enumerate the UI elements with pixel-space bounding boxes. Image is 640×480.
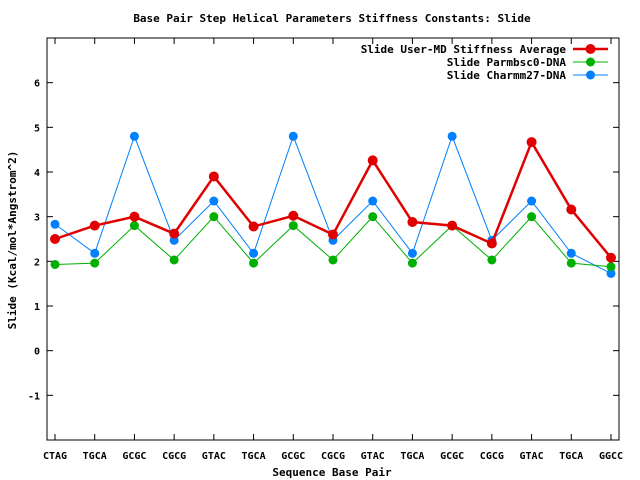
data-point <box>487 255 497 265</box>
x-tick-label: TGCA <box>83 451 107 462</box>
x-tick-label: GGCC <box>599 451 623 462</box>
x-tick-label: TGCA <box>400 451 424 462</box>
data-point <box>129 211 140 222</box>
data-point <box>407 248 417 258</box>
data-point <box>208 171 219 182</box>
y-tick-label: 4 <box>34 168 40 179</box>
data-point <box>209 212 219 222</box>
data-point <box>50 259 60 269</box>
y-axis-ticks: -1 0 1 2 3 4 5 6 <box>28 79 619 402</box>
data-point <box>447 220 458 231</box>
data-point <box>89 220 100 231</box>
y-tick-label: 1 <box>34 302 40 313</box>
y-tick-label: 2 <box>34 257 40 268</box>
x-axis-ticks: CTAG TGCA GCGC CGCG GTAC TGCA GCGC CGCG GTAC TGCA… <box>43 38 623 462</box>
data-point <box>526 137 537 148</box>
data-point <box>407 217 418 228</box>
x-axis-label: Sequence Base Pair <box>272 466 392 479</box>
x-tick-label: TGCA <box>242 451 266 462</box>
data-point <box>129 131 139 141</box>
series-layer <box>50 131 616 278</box>
data-point <box>90 258 100 268</box>
x-tick-label: GCGC <box>281 451 305 462</box>
x-tick-label: CGCG <box>321 451 345 462</box>
data-point <box>447 131 457 141</box>
data-point <box>606 268 616 278</box>
series-0 <box>50 137 616 263</box>
data-point <box>169 228 180 239</box>
data-point <box>368 212 378 222</box>
x-tick-label: GCGC <box>440 451 464 462</box>
data-point <box>90 248 100 258</box>
data-point <box>288 221 298 231</box>
data-point <box>566 258 576 268</box>
data-point <box>288 210 299 221</box>
data-point <box>368 196 378 206</box>
legend-label: Slide User-MD Stiffness Average <box>361 43 567 56</box>
series-line <box>54 134 612 274</box>
data-point <box>606 252 616 263</box>
data-point <box>407 258 417 268</box>
data-point <box>606 262 616 272</box>
data-point <box>129 221 139 231</box>
y-tick-label: 5 <box>34 123 40 134</box>
data-point <box>209 196 219 206</box>
legend-label: Slide Parmbsc0-DNA <box>447 56 567 69</box>
data-point <box>248 221 259 232</box>
data-point <box>50 234 60 244</box>
legend-marker <box>586 57 595 67</box>
legend-label: Slide Charmm27-DNA <box>447 69 567 82</box>
data-point <box>566 248 576 258</box>
legend-marker <box>585 44 596 54</box>
y-axis-label: Slide (Kcal/mol*Angstrom^2) <box>6 151 19 330</box>
y-tick-label: -1 <box>28 391 40 402</box>
data-point <box>328 229 338 240</box>
data-point <box>486 238 497 249</box>
data-point <box>249 258 259 268</box>
y-tick-label: 6 <box>34 79 40 90</box>
data-point <box>169 255 179 265</box>
x-tick-label: CGCG <box>162 451 186 462</box>
x-tick-label: GTAC <box>361 451 385 462</box>
x-tick-label: TGCA <box>559 451 583 462</box>
data-point <box>50 219 60 229</box>
x-tick-label: GTAC <box>202 451 226 462</box>
data-point <box>288 131 298 141</box>
x-tick-label: CGCG <box>480 451 504 462</box>
x-tick-label: CTAG <box>43 451 67 462</box>
data-point <box>249 248 259 258</box>
data-point <box>527 212 537 222</box>
legend-marker <box>586 70 595 80</box>
x-tick-label: GCGC <box>122 451 146 462</box>
chart-title: Base Pair Step Helical Parameters Stiffn… <box>133 12 531 25</box>
data-point <box>527 196 537 206</box>
x-tick-label: GTAC <box>520 451 544 462</box>
y-tick-label: 0 <box>34 347 40 358</box>
data-point <box>367 155 378 166</box>
data-point <box>328 255 338 265</box>
data-point <box>566 204 577 215</box>
y-tick-label: 3 <box>34 213 40 224</box>
